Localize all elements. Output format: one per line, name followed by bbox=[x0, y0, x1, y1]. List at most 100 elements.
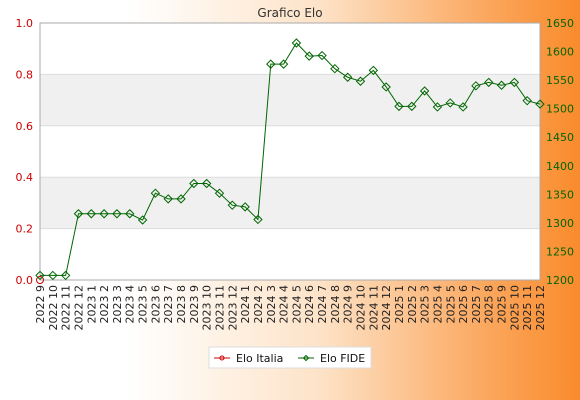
x-tick-label: 2023 3 bbox=[111, 285, 124, 324]
data-point bbox=[342, 72, 353, 82]
x-tick-label: 2024 12 bbox=[380, 285, 393, 331]
x-tick-label: 2024 2 bbox=[252, 285, 265, 324]
data-point bbox=[214, 188, 225, 198]
y-right-tick-label: 1250 bbox=[546, 245, 574, 258]
x-tick-label: 2023 1 bbox=[85, 285, 98, 324]
x-tick-label: 2024 4 bbox=[278, 285, 291, 324]
x-tick-label: 2023 6 bbox=[149, 285, 162, 324]
data-point bbox=[278, 59, 289, 69]
x-tick-label: 2022 10 bbox=[47, 285, 60, 331]
y-right-tick-label: 1500 bbox=[546, 103, 574, 116]
x-tick-label: 2025 9 bbox=[496, 285, 509, 324]
x-tick-label: 2023 2 bbox=[98, 285, 111, 324]
y-left-tick-label: 0.0 bbox=[16, 274, 34, 287]
series-elo-italia bbox=[36, 276, 44, 284]
plot-border bbox=[39, 22, 541, 281]
legend-box bbox=[208, 346, 372, 369]
data-point bbox=[253, 214, 263, 225]
x-tick-label: 2024 8 bbox=[329, 285, 342, 324]
y-right-tick-label: 1200 bbox=[546, 274, 574, 287]
data-point bbox=[445, 98, 455, 108]
data-point bbox=[419, 86, 430, 96]
x-tick-label: 2023 7 bbox=[162, 285, 175, 324]
x-tick-label: 2024 7 bbox=[316, 285, 329, 324]
legend-label: Elo Italia bbox=[236, 352, 283, 365]
y-right-tick-label: 1300 bbox=[546, 217, 574, 230]
data-point bbox=[355, 76, 366, 86]
x-tick-label: 2025 10 bbox=[508, 285, 521, 331]
y-left-tick-label: 0.2 bbox=[16, 223, 34, 236]
chart-title: Grafico Elo bbox=[257, 6, 322, 20]
x-tick-label: 2023 4 bbox=[124, 285, 137, 324]
x-tick-label: 2023 12 bbox=[226, 285, 239, 331]
data-point bbox=[99, 209, 109, 219]
y-left-tick-label: 0.6 bbox=[16, 120, 34, 133]
data-point bbox=[407, 101, 417, 112]
x-tick-label: 2024 3 bbox=[265, 285, 278, 324]
x-tick-label: 2024 1 bbox=[239, 285, 252, 324]
y-left-tick-label: 1.0 bbox=[16, 17, 34, 30]
data-point bbox=[112, 209, 122, 219]
legend-swatch-marker bbox=[302, 354, 310, 362]
data-point bbox=[522, 95, 532, 106]
data-point bbox=[163, 194, 173, 204]
x-tick-label: 2025 7 bbox=[470, 285, 483, 324]
data-point bbox=[509, 77, 520, 88]
y-right-tick-label: 1350 bbox=[546, 188, 574, 201]
y-right-tick-label: 1400 bbox=[546, 160, 574, 173]
plot-background bbox=[40, 23, 540, 280]
series-elo-fide bbox=[35, 38, 545, 281]
grid-band bbox=[40, 177, 540, 229]
data-point bbox=[137, 215, 148, 225]
x-tick-label: 2023 10 bbox=[201, 285, 214, 331]
y-right-tick-label: 1650 bbox=[546, 17, 574, 30]
data-point bbox=[484, 77, 494, 88]
data-point bbox=[317, 50, 327, 61]
data-point bbox=[496, 80, 507, 90]
y-right-tick-label: 1550 bbox=[546, 74, 574, 87]
data-point bbox=[189, 178, 199, 189]
data-point bbox=[201, 178, 212, 189]
series-layer bbox=[35, 38, 545, 284]
legend-label: Elo FIDE bbox=[320, 352, 365, 365]
x-tick-label: 2023 5 bbox=[137, 285, 150, 324]
y-left-tick-label: 0.8 bbox=[16, 68, 34, 81]
y-left-axis-ticks: 0.0 0.2 0.4 0.6 0.8 1.0 bbox=[16, 17, 34, 287]
data-point bbox=[330, 63, 340, 74]
legend: Elo Italia Elo FIDE bbox=[208, 346, 372, 369]
data-point bbox=[240, 202, 250, 212]
data-point bbox=[471, 81, 481, 91]
x-tick-label: 2025 1 bbox=[393, 285, 406, 324]
x-tick-label: 2025 8 bbox=[483, 285, 496, 324]
x-tick-label: 2024 11 bbox=[367, 285, 380, 331]
x-tick-label: 2025 3 bbox=[419, 285, 432, 324]
series-line bbox=[40, 42, 541, 276]
data-point bbox=[60, 270, 71, 281]
x-tick-label: 2025 5 bbox=[444, 285, 457, 324]
data-point bbox=[48, 270, 58, 281]
data-point bbox=[432, 102, 443, 112]
x-tick-label: 2024 6 bbox=[303, 285, 316, 324]
x-tick-label: 2023 11 bbox=[213, 285, 226, 331]
x-tick-label: 2024 10 bbox=[355, 285, 368, 331]
data-point bbox=[535, 99, 545, 109]
data-point bbox=[394, 101, 404, 112]
y-right-tick-label: 1450 bbox=[546, 131, 574, 144]
data-point bbox=[86, 209, 96, 219]
y-right-tick-label: 1600 bbox=[546, 46, 574, 59]
data-point bbox=[227, 200, 238, 210]
x-tick-label: 2025 4 bbox=[431, 285, 444, 324]
x-tick-label: 2024 5 bbox=[290, 285, 303, 324]
x-tick-label: 2023 9 bbox=[188, 285, 201, 324]
x-tick-label: 2022 11 bbox=[60, 285, 73, 331]
data-point bbox=[304, 51, 314, 61]
data-point bbox=[176, 194, 186, 204]
x-tick-label: 2025 6 bbox=[457, 285, 470, 324]
x-tick-label: 2025 11 bbox=[521, 285, 534, 331]
legend-swatch-marker bbox=[219, 355, 225, 361]
data-point bbox=[266, 59, 276, 69]
x-tick-label: 2023 8 bbox=[175, 285, 188, 324]
